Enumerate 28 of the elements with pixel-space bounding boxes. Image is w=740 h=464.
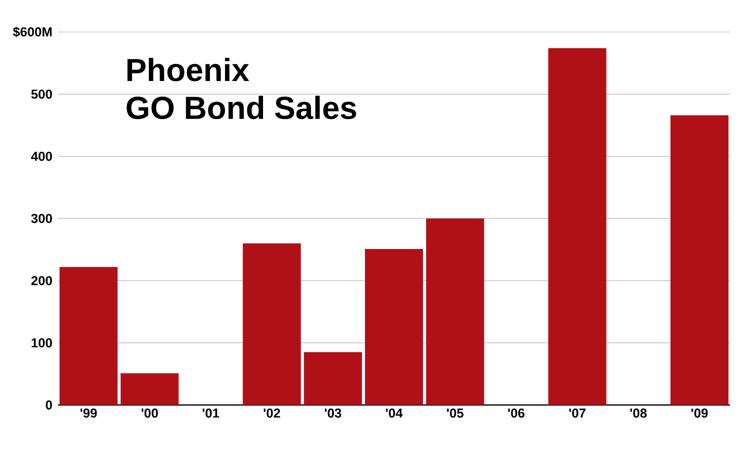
x-tick-label: '04 <box>386 408 403 418</box>
y-tick-label: 100 <box>32 338 52 348</box>
x-tick-label: '08 <box>630 408 647 418</box>
bar <box>670 115 728 405</box>
x-tick-label: '03 <box>324 408 342 418</box>
bar <box>304 352 362 405</box>
bar <box>120 373 179 405</box>
y-tick-label: 500 <box>31 90 52 99</box>
bar <box>60 266 118 405</box>
bar <box>426 218 484 405</box>
x-tick-label: '01 <box>202 408 220 418</box>
bar <box>548 48 606 405</box>
x-tick-label: '02 <box>264 408 280 418</box>
x-tick-label: '00 <box>142 408 158 418</box>
bar <box>242 243 301 405</box>
y-tick-label: 400 <box>31 152 52 161</box>
y-tick-label: 200 <box>31 276 52 286</box>
y-tick-label: 0 <box>46 400 52 410</box>
y-tick-label: $600M <box>13 26 52 38</box>
x-tick-label: '09 <box>691 408 708 418</box>
x-tick-label: '05 <box>447 408 464 418</box>
x-tick-label: '06 <box>508 408 524 418</box>
text: GO Bond Sales <box>126 96 356 120</box>
text: Phoenix <box>127 58 250 82</box>
y-tick-label: 300 <box>31 214 52 224</box>
bar <box>364 248 424 405</box>
x-tick-label: '99 <box>80 408 97 418</box>
x-tick-label: '07 <box>569 408 586 418</box>
